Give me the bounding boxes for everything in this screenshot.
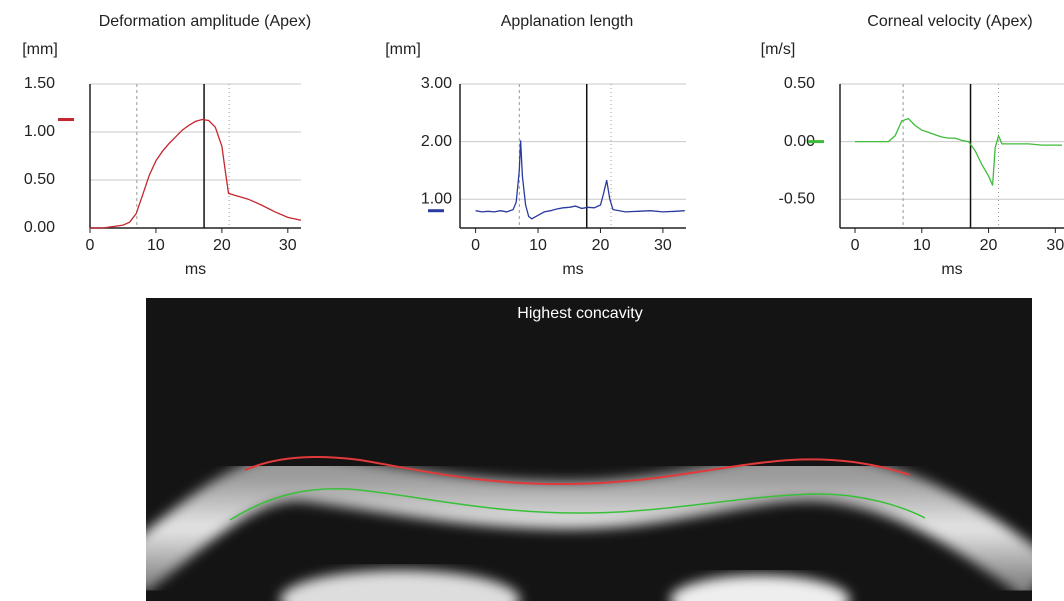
x-tick-label: 10 [913, 237, 931, 254]
x-tick-label: 10 [147, 237, 165, 254]
data-line [855, 117, 1062, 186]
x-tick-label: 30 [279, 237, 297, 254]
x-tick-label: 20 [980, 237, 998, 254]
y-tick-label: 3.00 [421, 75, 452, 92]
x-tick-label: 0 [471, 237, 480, 254]
x-tick-label: 20 [592, 237, 610, 254]
y-tick-label: 1.50 [24, 75, 55, 92]
data-line [90, 118, 302, 229]
data-line [475, 140, 685, 220]
y-axis-label: [mm] [22, 41, 58, 58]
y-tick-label: -0.50 [779, 190, 816, 207]
y-tick-label: 0.50 [24, 171, 55, 188]
y-tick-label: 0.00 [24, 219, 55, 236]
y-tick-label: 0.50 [784, 75, 815, 92]
y-tick-label: 1.00 [421, 190, 452, 207]
y-tick-label: 0.00 [784, 133, 815, 150]
y-axis-label: [m/s] [761, 41, 796, 58]
chart-title: Deformation amplitude (Apex) [99, 13, 312, 30]
image-title: Highest concavity [517, 305, 642, 322]
scheimpflug-image: Highest concavity [146, 298, 1032, 601]
x-tick-label: 10 [529, 237, 547, 254]
x-axis-label: ms [941, 261, 962, 278]
x-axis-label: ms [185, 261, 206, 278]
x-tick-label: 0 [851, 237, 860, 254]
x-tick-label: 30 [1046, 237, 1064, 254]
y-tick-label: 2.00 [421, 133, 452, 150]
x-tick-label: 30 [654, 237, 672, 254]
y-axis-label: [mm] [385, 41, 421, 58]
chart-title: Corneal velocity (Apex) [867, 13, 1032, 30]
x-tick-label: 0 [86, 237, 95, 254]
x-axis-label: ms [562, 261, 583, 278]
x-tick-label: 20 [213, 237, 231, 254]
y-tick-label: 1.00 [24, 123, 55, 140]
chart-title: Applanation length [501, 13, 634, 30]
